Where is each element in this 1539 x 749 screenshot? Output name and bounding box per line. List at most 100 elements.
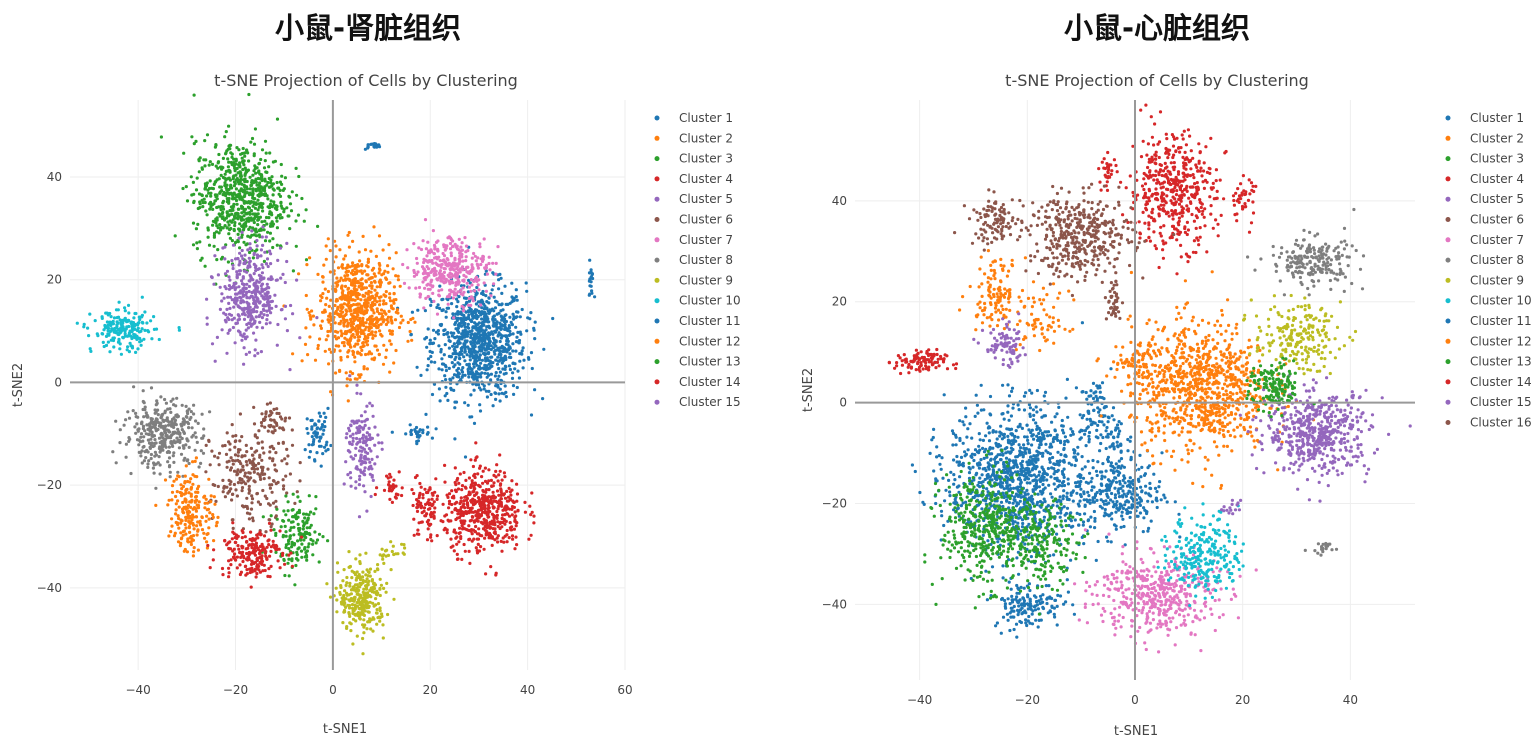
point-cluster-4: [423, 514, 427, 518]
point-cluster-1: [319, 464, 323, 468]
point-cluster-7: [453, 262, 457, 266]
point-cluster-5: [225, 307, 229, 311]
point-cluster-5: [261, 304, 265, 308]
point-cluster-2: [388, 329, 392, 333]
point-cluster-3: [263, 139, 268, 143]
point-cluster-3: [240, 196, 244, 200]
x-tick-label: 40: [520, 683, 535, 697]
point-cluster-8: [142, 415, 146, 419]
point-cluster-5: [241, 257, 245, 261]
point-cluster-8: [126, 410, 130, 414]
point-cluster-7: [423, 286, 427, 290]
point-cluster-1: [528, 317, 532, 321]
point-cluster-3: [231, 175, 235, 179]
point-cluster-4: [495, 489, 500, 493]
point-cluster-3: [291, 269, 295, 273]
point-cluster-4: [484, 572, 488, 576]
point-cluster-5: [240, 307, 244, 311]
point-cluster-4: [532, 521, 536, 525]
point-cluster-3: [211, 223, 215, 227]
point-cluster-2: [351, 272, 355, 277]
point-cluster-1: [426, 357, 431, 361]
point-cluster-4: [505, 528, 509, 533]
point-cluster-9: [386, 553, 391, 558]
point-cluster-7: [442, 270, 446, 274]
point-cluster-4: [486, 515, 490, 519]
point-cluster-8: [181, 417, 185, 421]
point-cluster-2: [339, 329, 343, 333]
point-cluster-4: [431, 502, 435, 506]
point-cluster-4: [490, 512, 494, 516]
point-cluster-4: [477, 549, 482, 553]
point-cluster-7: [482, 281, 486, 285]
point-cluster-6: [237, 459, 241, 463]
point-cluster-8: [139, 435, 143, 439]
point-cluster-4: [466, 506, 470, 510]
point-cluster-4: [489, 526, 493, 530]
point-cluster-7: [418, 292, 422, 296]
point-cluster-3: [230, 239, 234, 243]
point-cluster-4: [500, 504, 504, 508]
point-cluster-9: [389, 568, 393, 572]
point-cluster-1: [465, 330, 469, 334]
point-cluster-1: [487, 296, 491, 300]
point-cluster-5: [213, 359, 217, 363]
point-cluster-5: [238, 291, 242, 295]
point-cluster-6: [248, 461, 252, 465]
point-cluster-6: [265, 496, 269, 501]
point-cluster-8: [142, 435, 146, 439]
point-cluster-4: [460, 488, 464, 492]
point-cluster-4: [481, 527, 486, 531]
point-cluster-4: [463, 485, 467, 489]
point-cluster-2: [352, 287, 356, 291]
point-cluster-11: [377, 144, 381, 148]
point-cluster-10: [87, 334, 91, 338]
point-cluster-3: [233, 163, 237, 167]
point-cluster-4: [502, 492, 506, 496]
point-cluster-5: [258, 320, 262, 324]
point-cluster-8: [158, 441, 162, 445]
point-cluster-1: [473, 310, 477, 315]
point-cluster-1: [504, 302, 508, 306]
point-cluster-6: [211, 483, 215, 487]
point-cluster-6: [256, 472, 260, 476]
point-cluster-7: [457, 237, 461, 241]
point-cluster-1: [440, 298, 444, 302]
point-cluster-2: [338, 248, 342, 252]
point-cluster-2: [353, 355, 357, 359]
point-cluster-3: [255, 248, 259, 252]
point-cluster-8: [188, 417, 192, 421]
point-cluster-9: [382, 553, 386, 557]
point-cluster-4: [464, 478, 468, 482]
point-cluster-5: [265, 313, 269, 317]
point-cluster-4: [510, 479, 514, 483]
point-cluster-4: [516, 509, 520, 513]
point-cluster-8: [153, 438, 157, 442]
point-cluster-4: [442, 528, 446, 532]
point-cluster-1: [500, 346, 504, 350]
point-cluster-10: [135, 334, 139, 338]
y-tick-label: 0: [54, 375, 62, 389]
point-cluster-2: [329, 390, 333, 394]
point-cluster-4: [491, 490, 495, 494]
point-cluster-5: [262, 308, 266, 312]
point-cluster-9: [335, 610, 339, 614]
point-cluster-7: [476, 266, 480, 270]
point-cluster-1: [433, 337, 437, 341]
point-cluster-8: [160, 414, 164, 418]
point-cluster-10: [137, 315, 141, 319]
point-cluster-3: [246, 169, 250, 173]
point-cluster-9: [367, 579, 371, 583]
point-cluster-4: [430, 539, 434, 543]
point-cluster-5: [226, 295, 230, 299]
point-cluster-7: [442, 274, 446, 278]
point-cluster-7: [422, 306, 426, 310]
point-cluster-1: [457, 295, 461, 299]
point-cluster-7: [489, 294, 493, 298]
point-cluster-8: [184, 404, 188, 408]
point-cluster-1: [499, 357, 504, 361]
point-cluster-1: [430, 392, 435, 397]
point-cluster-8: [164, 401, 168, 405]
point-cluster-1: [475, 350, 480, 354]
point-cluster-7: [466, 270, 470, 274]
